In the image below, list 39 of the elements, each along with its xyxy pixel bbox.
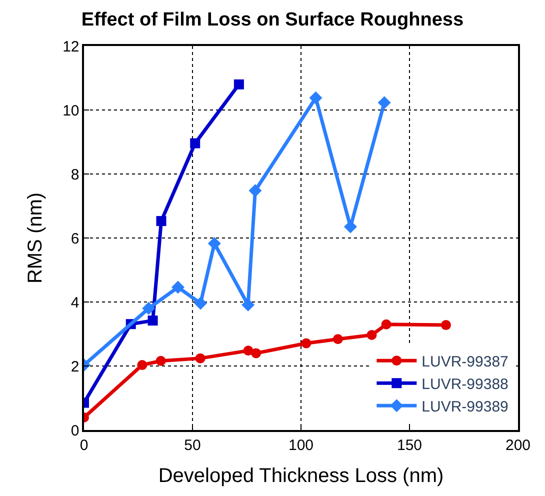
point xyxy=(195,353,206,364)
x-tick-label: 200 xyxy=(505,436,531,454)
y-tick-label: 2 xyxy=(70,358,80,376)
point xyxy=(242,298,255,312)
y-tick-label: 10 xyxy=(62,102,80,120)
y-tick-label: 12 xyxy=(62,38,80,56)
point xyxy=(378,96,391,110)
x-tick-label: 100 xyxy=(288,436,314,454)
point xyxy=(332,334,343,344)
point xyxy=(156,216,166,226)
point xyxy=(137,360,148,370)
point xyxy=(301,338,312,348)
y-tick-label: 6 xyxy=(70,230,80,248)
point xyxy=(171,280,184,294)
x-axis-title: Developed Thickness Loss (nm) xyxy=(158,464,444,487)
point xyxy=(251,348,262,358)
point xyxy=(194,296,208,310)
x-tick-label: 150 xyxy=(396,436,422,454)
point xyxy=(309,91,322,104)
y-tick-label: 4 xyxy=(70,294,80,312)
point xyxy=(234,79,244,90)
point xyxy=(248,184,262,198)
legend-label: LUVR-99388 xyxy=(422,376,508,393)
point xyxy=(190,138,200,148)
point xyxy=(142,302,156,315)
chart-title: Effect of Film Loss on Surface Roughness xyxy=(81,10,464,31)
legend-label: LUVR-99387 xyxy=(422,353,508,370)
point xyxy=(243,346,254,356)
point xyxy=(366,330,377,340)
y-axis-title: RMS (nm) xyxy=(24,192,47,284)
point xyxy=(208,236,221,250)
point xyxy=(156,356,166,366)
point xyxy=(381,319,392,330)
point xyxy=(440,320,451,330)
y-tick-label: 0 xyxy=(70,422,80,440)
x-tick-label: 50 xyxy=(184,436,201,454)
point xyxy=(148,316,158,326)
y-tick-label: 8 xyxy=(70,166,80,184)
legend-label: LUVR-99389 xyxy=(422,398,508,416)
